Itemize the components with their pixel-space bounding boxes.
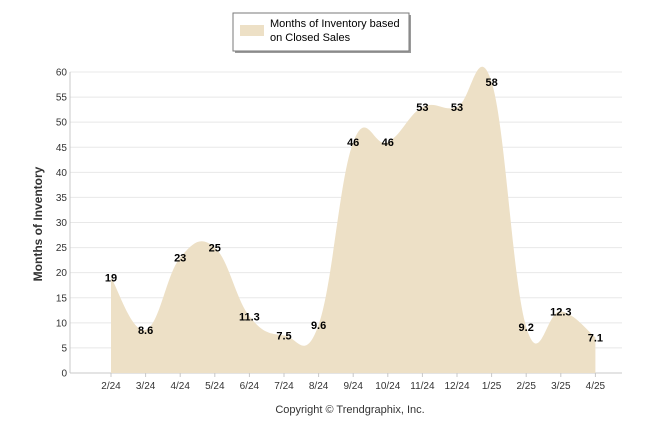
y-tick-label: 40 [56,168,68,179]
data-label: 12.3 [550,306,571,318]
y-tick-label: 5 [61,343,67,354]
data-label: 7.1 [588,332,603,344]
y-tick-label: 45 [56,143,68,154]
data-label: 53 [451,102,463,114]
y-tick-label: 10 [56,318,68,329]
data-label: 19 [105,273,117,285]
x-tick-label: 12/24 [444,381,469,392]
legend-label-line-1: Months of Inventory based [270,18,400,30]
y-tick-label: 55 [56,93,68,104]
x-tick-label: 8/24 [309,381,329,392]
x-tick-label: 6/24 [240,381,260,392]
x-tick-label: 4/25 [586,381,606,392]
x-tick-label: 9/24 [343,381,363,392]
legend: Months of Inventory based on Closed Sale… [232,12,411,53]
y-tick-label: 60 [56,68,68,79]
data-label: 46 [347,137,359,149]
x-tick-label: 7/24 [274,381,294,392]
y-tick-label: 50 [56,118,68,129]
y-tick-label: 20 [56,268,68,279]
data-label: 11.3 [239,311,260,323]
area-series-shape [111,66,596,373]
x-tick-label: 2/25 [516,381,536,392]
data-label: 9.6 [311,320,326,332]
y-tick-label: 25 [56,243,68,254]
data-label: 58 [485,77,497,89]
legend-label-line-2: on Closed Sales [270,32,351,44]
data-label: 53 [416,102,428,114]
area-series [111,66,596,373]
data-label: 46 [382,137,394,149]
x-tick-label: 3/24 [136,381,156,392]
x-tick-label: 1/25 [482,381,502,392]
y-tick-label: 30 [56,218,68,229]
y-axis: 0 5 10 15 20 25 30 35 40 45 50 55 60 [56,68,71,380]
data-label: 23 [174,253,186,265]
data-labels: 19 8.6 23 25 11.3 7.5 9.6 46 46 53 53 58 9.2 12.3 7.1 [105,77,603,344]
data-label: 25 [209,243,221,255]
x-axis: 2/24 3/24 4/24 5/24 6/24 7/24 8/24 9/24 10/24 11/… [101,373,606,392]
y-tick-label: 15 [56,293,68,304]
data-label: 8.6 [138,325,153,337]
x-tick-label: 2/24 [101,381,121,392]
y-tick-label: 0 [61,369,67,380]
x-tick-label: 11/24 [410,381,435,392]
x-tick-label: 10/24 [375,381,400,392]
data-label: 7.5 [276,330,291,342]
x-tick-label: 3/25 [551,381,571,392]
data-label: 9.2 [519,322,534,334]
copyright-text: Copyright © Trendgraphix, Inc. [275,404,424,416]
y-axis-title: Months of Inventory [31,166,45,281]
y-tick-label: 35 [56,193,68,204]
x-tick-label: 5/24 [205,381,225,392]
x-tick-label: 4/24 [170,381,190,392]
legend-swatch [240,25,264,36]
